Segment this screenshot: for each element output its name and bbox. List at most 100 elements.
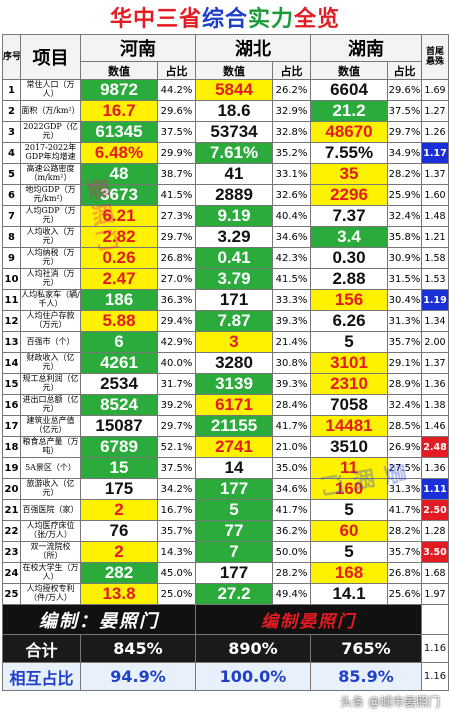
hunan-share: 25.6% [387,583,422,605]
row-item-label: 地均GDP（万元/km²） [20,184,81,206]
ratio-value: 1.46 [421,415,449,437]
row-number: 16 [2,394,21,416]
henan-value: 16.7 [80,100,158,122]
header-hunan: 湖南 [310,34,422,62]
henan-share: 37.5% [157,121,196,143]
title-part-strength: 实力 [248,7,295,32]
hubei-share: 21.0% [272,436,311,458]
hubei-value: 3280 [195,352,273,374]
henan-share: 36.3% [157,289,196,311]
table-row: 9 人均纳税（万元） 0.26 26.8% 0.41 42.3% 0.30 30.9% 1.58 [2,247,449,269]
row-number: 13 [2,331,21,353]
hubei-share: 28.4% [272,394,311,416]
hubei-share: 35.0% [272,457,311,479]
table-row: 6 地均GDP（万元/km²） 3673 41.5% 2889 32.6% 2296 25.9… [2,184,449,206]
henan-share: 44.2% [157,79,196,101]
hubei-value: 2741 [195,436,273,458]
henan-share: 25.0% [157,583,196,605]
henan-share: 27.3% [157,205,196,227]
hunan-share: 31.3% [387,478,422,500]
hunan-value: 3.4 [310,226,388,248]
hunan-value: 2.88 [310,268,388,290]
hunan-share: 34.9% [387,142,422,164]
table-row: 22 人均医疗床位（张/万人） 76 35.7% 77 36.2% 60 28.2% 1.28 [2,520,449,542]
row-item-label: 旅游收入（亿元） [20,478,81,500]
header-share: 占比 [272,61,311,80]
hubei-value: 0.41 [195,247,273,269]
henan-value: 6.48% [80,142,158,164]
hubei-value: 171 [195,289,273,311]
henan-share: 38.7% [157,163,196,185]
table-row: 7 人均GDP（万元） 6.21 27.3% 9.19 40.4% 7.37 32.4% 1.4… [2,205,449,227]
hubei-value: 41 [195,163,273,185]
hunan-share: 29.6% [387,79,422,101]
hubei-value: 2889 [195,184,273,206]
totals-ratio: 1.16 [421,634,449,663]
header-share: 占比 [157,61,196,80]
header-hubei: 湖北 [195,34,311,62]
row-number: 23 [2,541,21,563]
row-number: 14 [2,352,21,374]
hubei-value: 177 [195,562,273,584]
row-number: 18 [2,436,21,458]
henan-value: 175 [80,478,158,500]
hunan-value: 35 [310,163,388,185]
hubei-value: 177 [195,478,273,500]
hunan-value: 11 [310,457,388,479]
ratio-value: 1.37 [421,163,449,185]
row-number: 10 [2,268,21,290]
totals-henan: 845% [80,634,196,663]
hunan-value: 14.1 [310,583,388,605]
signature-right: 编制晏照门 [195,604,422,635]
row-number: 5 [2,163,21,185]
hunan-value: 7.55% [310,142,388,164]
mutual-hunan: 85.9% [310,662,422,691]
hunan-value: 0.30 [310,247,388,269]
hunan-value: 6.26 [310,310,388,332]
hubei-share: 42.3% [272,247,311,269]
signature-left: 编制：晏照门 [2,604,196,635]
row-item-label: 粮食总产量（万吨） [20,436,81,458]
table-row: 3 2022GDP（亿元） 61345 37.5% 53734 32.8% 48670 29.… [2,121,449,143]
hubei-value: 53734 [195,121,273,143]
header-share: 占比 [387,61,422,80]
ratio-value: 1.58 [421,247,449,269]
ratio-value: 1.34 [421,310,449,332]
hubei-share: 26.2% [272,79,311,101]
henan-share: 42.9% [157,331,196,353]
table-row: 12 人均住户存款（万元） 5.88 29.4% 7.87 39.3% 6.26 31.3% 1… [2,310,449,332]
hubei-share: 41.5% [272,268,311,290]
table-row: 19 5A景区（个） 15 37.5% 14 35.0% 11 27.5% 1.36 [2,457,449,479]
hunan-share: 41.7% [387,499,422,521]
row-number: 20 [2,478,21,500]
row-number: 2 [2,100,21,122]
hubei-value: 18.6 [195,100,273,122]
hubei-share: 34.6% [272,226,311,248]
table-row: 21 百强医院（家） 2 16.7% 5 41.7% 5 41.7% 2.50 [2,499,449,521]
ratio-value: 2.48 [421,436,449,458]
hubei-value: 5844 [195,79,273,101]
row-item-label: 人均授权专利（件/万人） [20,583,81,605]
row-item-label: 5A景区（个） [20,457,81,479]
ratio-value: 1.21 [421,226,449,248]
hubei-share: 34.6% [272,478,311,500]
hunan-value: 5 [310,499,388,521]
row-number: 25 [2,583,21,605]
hunan-share: 28.2% [387,520,422,542]
row-number: 3 [2,121,21,143]
henan-share: 45.0% [157,562,196,584]
henan-share: 52.1% [157,436,196,458]
henan-value: 2 [80,499,158,521]
row-item-label: 人均纳税（万元） [20,247,81,269]
henan-share: 31.7% [157,373,196,395]
totals-hubei: 890% [195,634,311,663]
hubei-share: 33.1% [272,163,311,185]
title-part-provinces: 华中三省 [109,7,202,32]
ratio-value: 1.17 [421,142,449,164]
row-number: 22 [2,520,21,542]
row-item-label: 高速公路密度（m/km²） [20,163,81,185]
hunan-value: 60 [310,520,388,542]
row-item-label: 人均医疗床位（张/万人） [20,520,81,542]
table-row: 18 粮食总产量（万吨） 6789 52.1% 2741 21.0% 3510 26.9% 2.… [2,436,449,458]
signature-ratio-blank [421,604,449,635]
